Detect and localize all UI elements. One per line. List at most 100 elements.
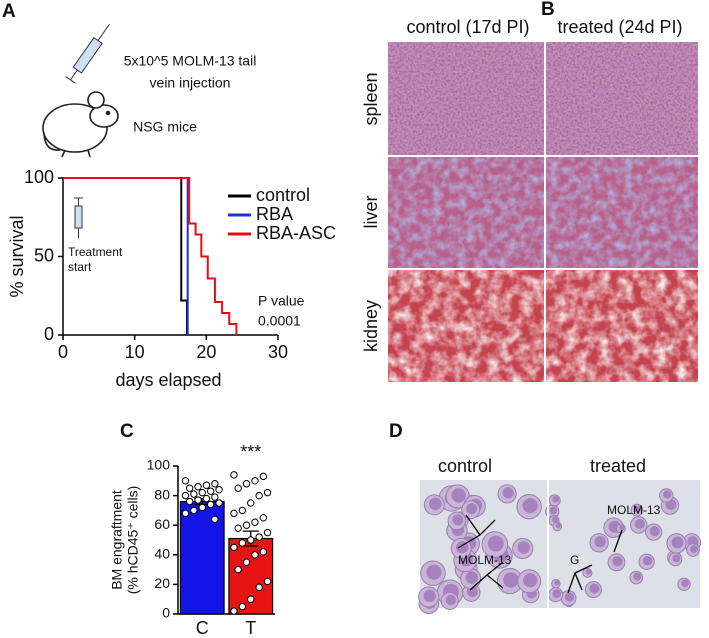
data-point [259, 548, 268, 556]
y-axis-label: BM engraftment [109, 490, 125, 590]
nucleus [465, 571, 478, 584]
nucleus [690, 545, 698, 553]
y-tick-label: 100 [147, 457, 171, 473]
data-point [259, 472, 268, 481]
histology-grid: control (17d PI) treated (24d PI) spleen… [361, 17, 698, 382]
panel-letter: C [120, 421, 134, 442]
x-axis-label: days elapsed [115, 370, 221, 390]
legend-label: RBA-ASC [256, 223, 336, 243]
data-point [185, 497, 194, 506]
nucleus [554, 580, 560, 586]
nucleus [466, 503, 478, 515]
nucleus [502, 487, 514, 499]
nucleus [634, 505, 642, 513]
data-point [234, 484, 242, 492]
x-tick-label: 20 [196, 342, 216, 362]
y-tick-label: 50 [34, 245, 54, 265]
data-point [194, 496, 202, 504]
annotation: start [68, 260, 92, 274]
tissue-texture [388, 270, 698, 382]
data-point [242, 521, 251, 529]
nucleus [452, 514, 464, 526]
nucleus [551, 516, 559, 523]
nucleus [423, 589, 436, 603]
data-point [194, 483, 202, 491]
nucleus [549, 506, 558, 515]
tissue-texture [388, 157, 698, 268]
data-point [211, 515, 219, 523]
legend-label: RBA [256, 204, 293, 224]
x-tick-label: T [245, 618, 256, 638]
y-tick-label: 100 [24, 167, 54, 187]
nucleus [426, 564, 442, 580]
data-point [238, 602, 247, 611]
cell-label: MOLM-13 [607, 503, 661, 517]
data-point [234, 565, 242, 574]
tissue-texture [388, 42, 698, 155]
data-point [263, 528, 272, 537]
data-point [251, 518, 259, 526]
data-point [242, 558, 251, 566]
data-point [202, 481, 211, 489]
nucleus [671, 536, 684, 549]
data-point [230, 607, 238, 615]
survival-line [63, 177, 238, 335]
nucleus [555, 522, 561, 529]
data-point [247, 595, 255, 603]
data-point [202, 494, 211, 503]
y-tick-label: 0 [44, 324, 54, 344]
data-point [206, 500, 215, 509]
row-label: liver [361, 195, 381, 228]
nucleus [503, 572, 519, 588]
x-tick-label: C [196, 618, 209, 638]
significance: *** [240, 442, 261, 462]
data-point [259, 514, 268, 522]
nucleus [585, 569, 592, 575]
annotation: 0.0001 [258, 313, 301, 329]
y-tick-label: 0 [162, 605, 170, 621]
x-tick-label: 30 [268, 342, 288, 362]
data-point [185, 484, 194, 492]
legend-label: control [256, 185, 310, 205]
nucleus [681, 579, 689, 588]
panel-letter: A [2, 1, 16, 22]
x-tick-label: 10 [125, 342, 145, 362]
mice-text: NSG mice [133, 119, 197, 135]
nucleus [612, 556, 623, 567]
data-point [263, 488, 272, 497]
data-point [255, 491, 263, 500]
injection-text: 5x10^5 MOLM-13 tail [124, 53, 257, 69]
data-point [230, 509, 238, 518]
nucleus [633, 572, 642, 581]
panel-letter: B [541, 0, 555, 20]
nucleus [564, 592, 575, 602]
nucleus [517, 541, 530, 554]
data-point [181, 491, 190, 500]
data-point [211, 493, 219, 501]
nucleus [451, 488, 466, 503]
column-header: treated [590, 456, 646, 476]
nucleus [552, 589, 562, 599]
panel-letter: D [389, 421, 403, 442]
mouse [42, 91, 119, 158]
annotation: P value [258, 293, 305, 309]
y-tick-label: 60 [154, 516, 170, 532]
nucleus [649, 526, 660, 537]
data-point [234, 524, 242, 532]
cells [418, 484, 702, 615]
data-point [238, 539, 247, 547]
nucleus [634, 518, 645, 530]
data-point [198, 488, 206, 497]
treatment-syringe [74, 197, 83, 238]
data-point [263, 577, 272, 586]
data-point [181, 477, 190, 485]
annotation: Treatment [68, 245, 123, 259]
column-header: control (17d PI) [406, 17, 529, 37]
data-point [238, 506, 247, 515]
y-axis-label: % survival [7, 215, 27, 297]
y-tick-label: 20 [154, 575, 170, 591]
nucleus [522, 498, 538, 514]
data-point [190, 490, 198, 498]
data-point [215, 485, 223, 494]
data-point [181, 509, 190, 518]
